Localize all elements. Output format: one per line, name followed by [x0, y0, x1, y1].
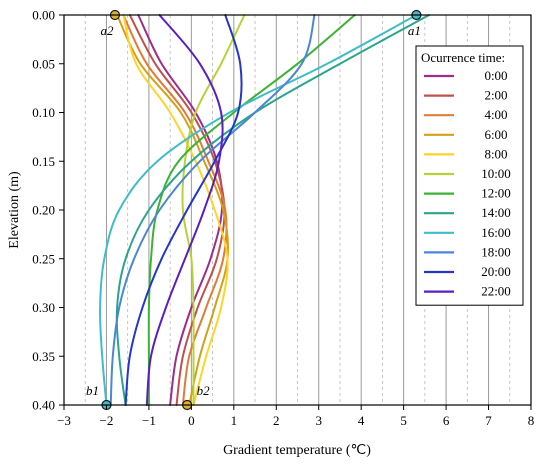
annotation-label-b2: b2	[197, 383, 211, 398]
annotation-layer: a1 a2 b1 b2	[86, 9, 422, 411]
legend-label: 16:00	[481, 225, 511, 240]
legend-label: 14:00	[481, 205, 511, 220]
x-tick-label: 5	[400, 413, 407, 428]
y-tick-label: 0.30	[32, 300, 55, 315]
x-tick-label: 0	[188, 413, 195, 428]
y-tick-label: 0.20	[32, 203, 55, 218]
series-line-9	[99, 14, 418, 406]
x-axis-title: Gradient temperature (℃)	[223, 443, 371, 458]
x-tick-label: −2	[100, 413, 114, 428]
series-line-1	[137, 14, 224, 406]
annotation-label-b1: b1	[86, 383, 99, 398]
x-tick-label: −1	[142, 413, 156, 428]
x-tick-label: 3	[315, 413, 322, 428]
series-line-3	[122, 14, 228, 406]
series-layer	[99, 14, 431, 406]
x-tick-label: 7	[485, 413, 492, 428]
y-tick-label: 0.05	[32, 56, 55, 71]
y-tick-label: 0.10	[32, 105, 55, 120]
x-tick-label: 1	[231, 413, 238, 428]
y-axis-title: Elevation (m)	[7, 171, 22, 249]
legend-label: 22:00	[481, 284, 511, 299]
legend-label: 2:00	[484, 88, 507, 103]
x-tick-label: 6	[443, 413, 450, 428]
series-line-12	[145, 14, 224, 406]
series-line-10	[109, 14, 316, 406]
legend-label: 18:00	[481, 244, 511, 259]
series-line-2	[128, 14, 226, 406]
series-line-5	[122, 14, 229, 406]
legend-label: 20:00	[481, 264, 511, 279]
series-line-6	[181, 14, 246, 406]
axes-layer: −3 −2 −1 0 1 2 3 4 5 6 7 8 0.00 0.05 0.10 0.15 0.20 0.25 0…	[32, 8, 534, 429]
x-tick-label: 4	[358, 413, 365, 428]
legend-box	[415, 45, 524, 306]
y-tick-label: 0.15	[32, 154, 55, 169]
legend-title: Ocurrence time:	[421, 50, 505, 65]
annotation-label-a2: a2	[100, 23, 114, 38]
legend-label: 8:00	[484, 146, 507, 161]
series-line-7	[147, 14, 356, 406]
y-tick-label: 0.00	[32, 8, 55, 23]
annotation-label-a1: a1	[408, 23, 421, 38]
series-line-4	[116, 14, 229, 406]
legend-label: 4:00	[484, 107, 507, 122]
x-tick-label: −3	[57, 413, 71, 428]
y-tick-label: 0.40	[32, 398, 55, 413]
x-tick-label: 2	[273, 413, 280, 428]
series-line-8	[115, 14, 431, 406]
x-tick-label: 8	[528, 413, 535, 428]
legend-label: 10:00	[481, 166, 511, 181]
legend-label: 6:00	[484, 127, 507, 142]
legend-label: 0:00	[484, 68, 507, 83]
legend-label: 12:00	[481, 186, 511, 201]
legend: Ocurrence time: 0:00 2:00 4:00 6:00 8:00 10:00…	[415, 45, 524, 306]
y-tick-label: 0.35	[32, 349, 55, 364]
y-tick-label: 0.25	[32, 251, 55, 266]
series-line-11	[124, 14, 243, 406]
